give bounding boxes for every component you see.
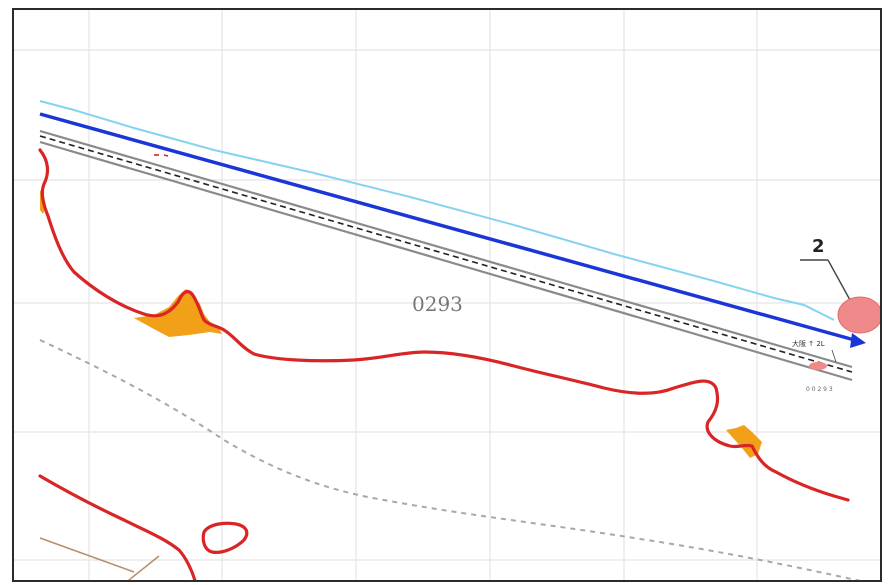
railway xyxy=(39,129,853,382)
road-arrow-icon xyxy=(850,333,866,348)
red-mark xyxy=(163,154,169,157)
red-marks xyxy=(154,154,169,157)
parcel-outline xyxy=(201,521,249,554)
rail-center-dashed xyxy=(39,135,853,373)
water-line xyxy=(39,100,835,321)
small-leader-line xyxy=(831,349,837,363)
brown-lines xyxy=(39,537,160,580)
map-canvas[interactable]: 0293 2 大阪 ↑ 2L 0 0 2 9 3 xyxy=(14,10,882,582)
brown-line xyxy=(39,537,135,573)
small-pink-marker xyxy=(809,362,827,370)
callout-leader xyxy=(827,259,851,301)
callout-pink-marker[interactable] xyxy=(837,296,882,334)
boundary-line xyxy=(38,474,197,580)
callout[interactable]: 2 xyxy=(800,236,882,334)
orange-area xyxy=(134,289,222,337)
tiny-label: 0 0 2 9 3 xyxy=(806,386,833,393)
road-blue-line xyxy=(39,112,859,343)
brown-line xyxy=(127,555,160,580)
rail-line xyxy=(39,140,853,382)
boundary-lines xyxy=(38,148,850,580)
parcel-number-label: 0293 xyxy=(412,292,463,316)
small-road-label: 大阪 ↑ 2L xyxy=(792,339,825,348)
rail-line xyxy=(39,129,853,369)
dashed-path xyxy=(39,339,861,580)
map-frame: 0293 2 大阪 ↑ 2L 0 0 2 9 3 xyxy=(12,8,882,582)
boundary-line xyxy=(38,148,850,502)
callout-number: 2 xyxy=(812,236,825,257)
grid xyxy=(14,10,880,580)
